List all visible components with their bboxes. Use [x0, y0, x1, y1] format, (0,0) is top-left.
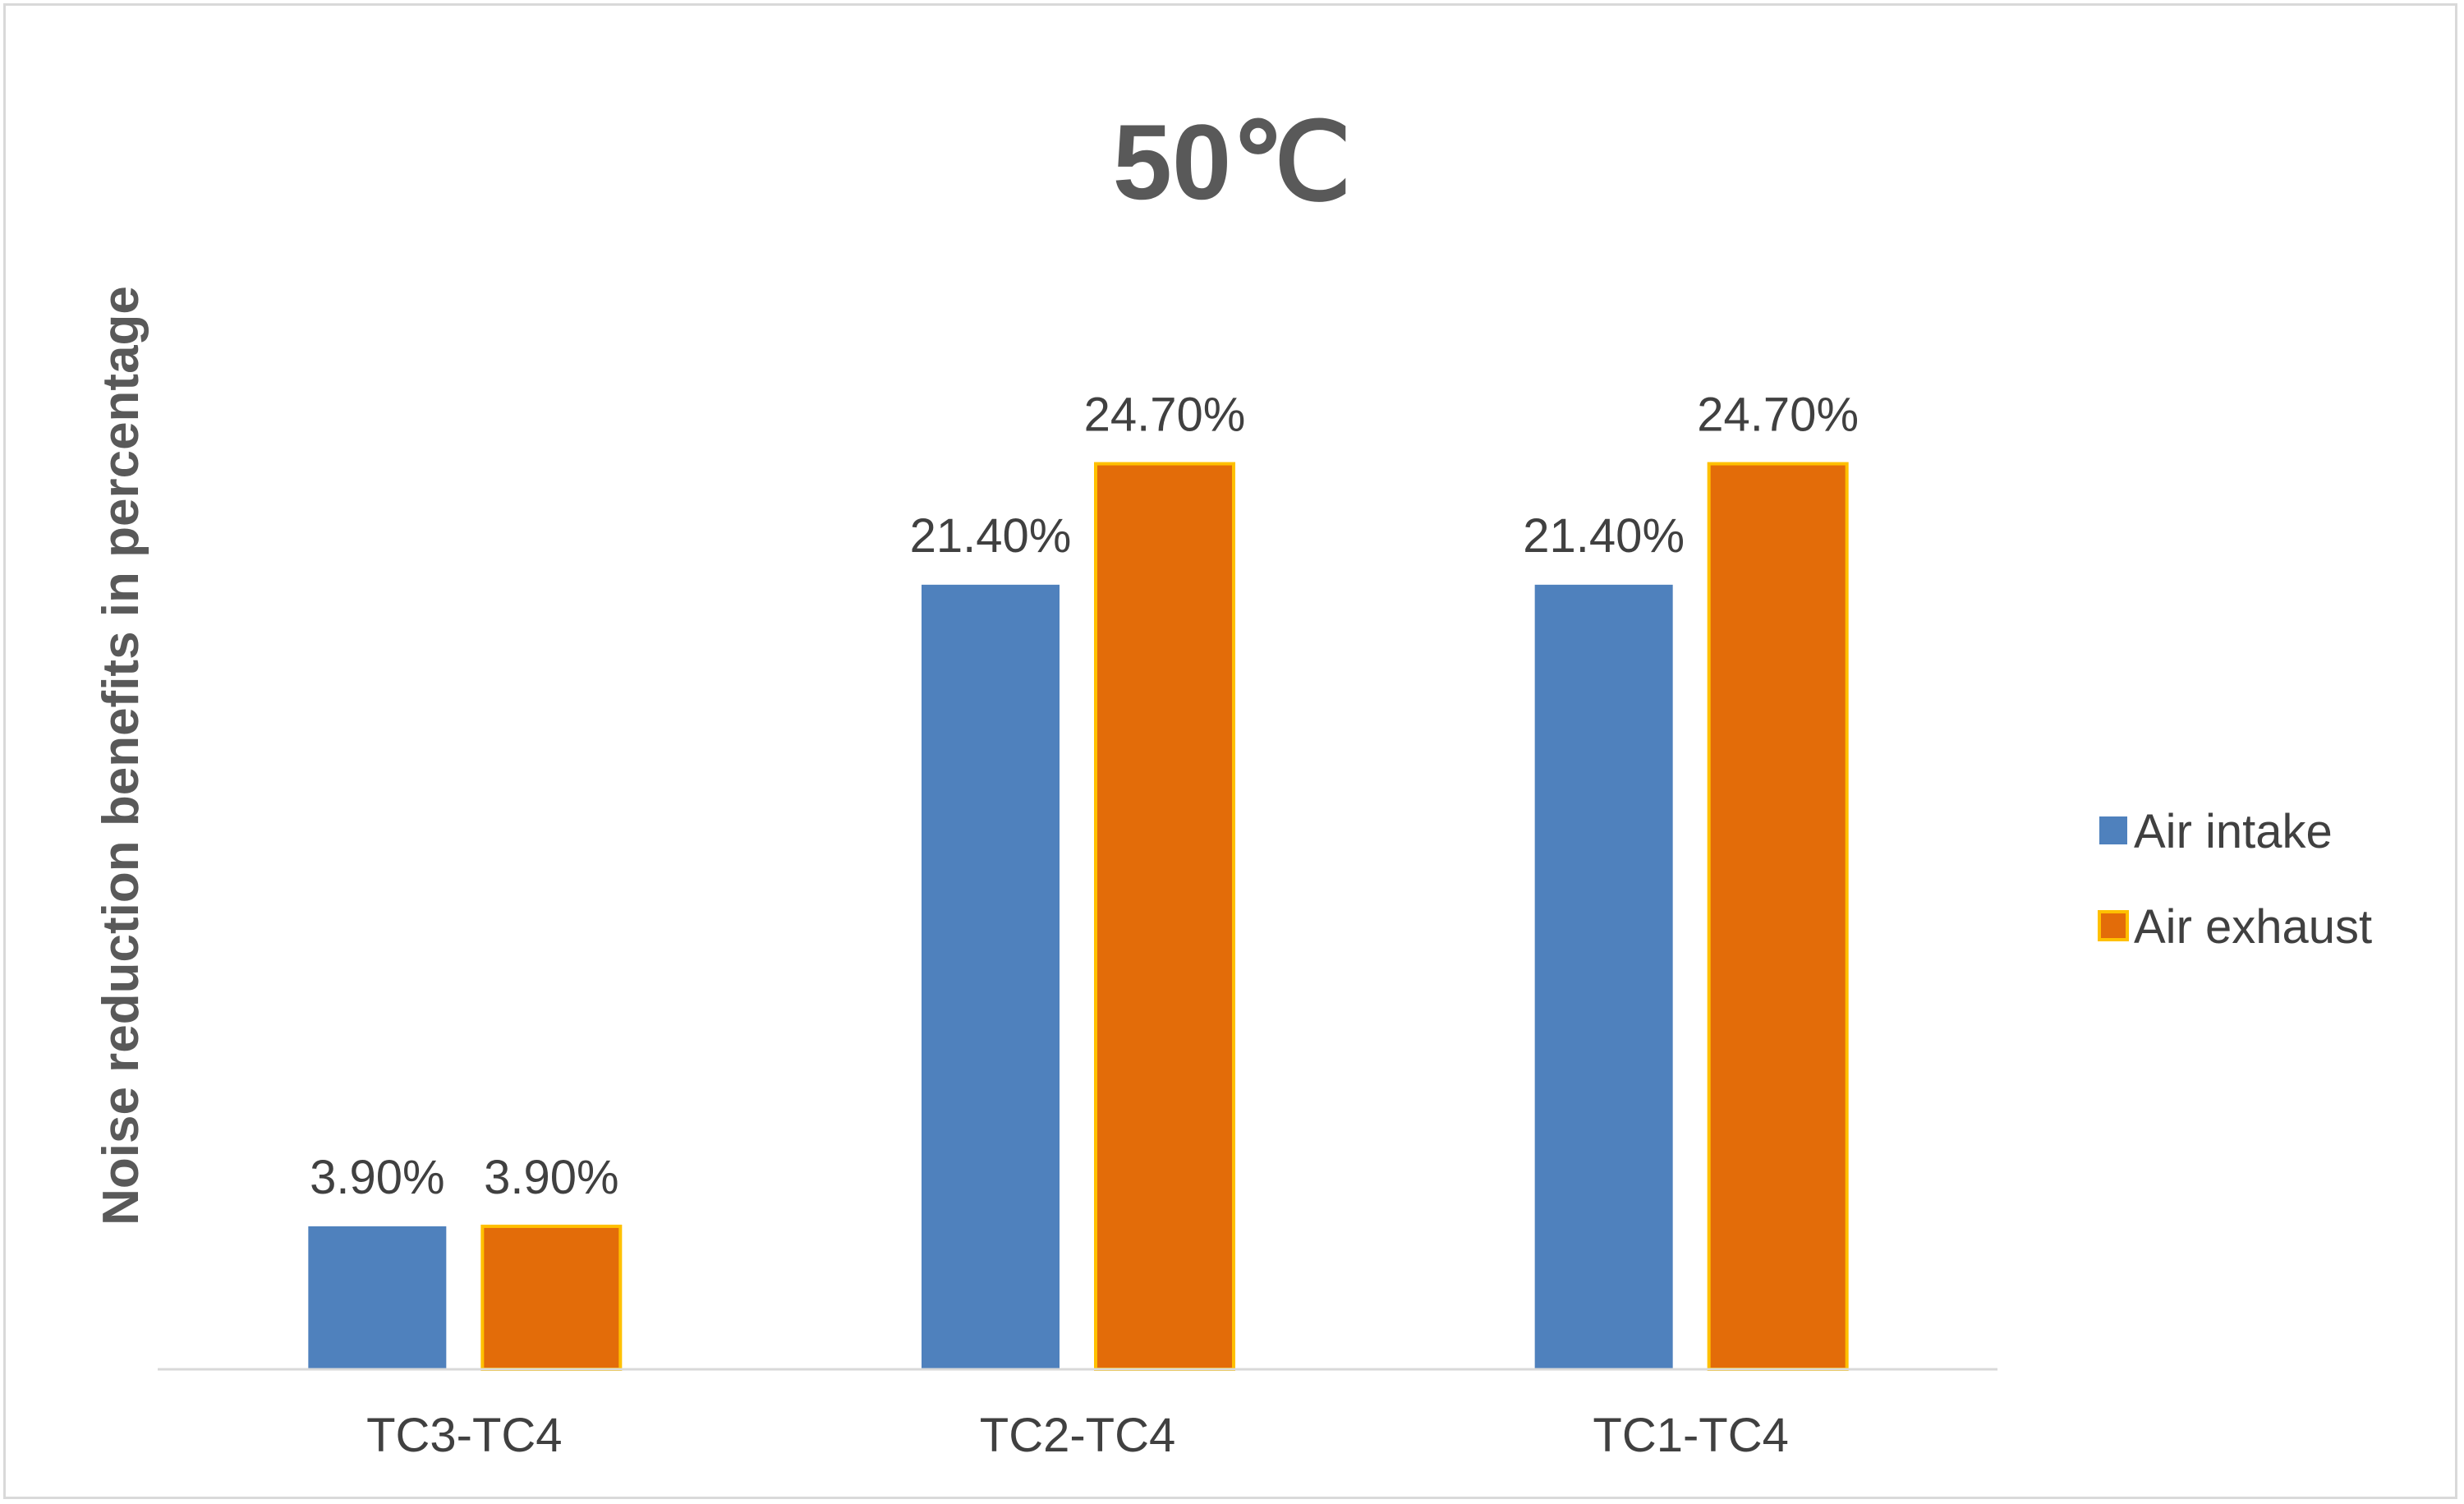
- bar-air-exhaust-tc2-tc4: [1094, 462, 1235, 1371]
- bar-air-exhaust-tc3-tc4: [480, 1224, 623, 1372]
- legend-swatch: [2098, 910, 2129, 941]
- bar-air-intake-tc1-tc4: [1534, 584, 1673, 1369]
- data-label: 21.40%: [1523, 509, 1685, 563]
- x-tick-label: TC1-TC4: [1593, 1409, 1788, 1462]
- data-label: 24.70%: [1084, 389, 1246, 442]
- x-tick-label: TC2-TC4: [980, 1409, 1175, 1462]
- data-label: 24.70%: [1697, 389, 1859, 442]
- bar-air-intake-tc3-tc4: [308, 1226, 447, 1369]
- bars: [308, 462, 1849, 1372]
- y-axis-label: Noise reduction benefits in percentage: [93, 286, 149, 1226]
- data-label: 3.90%: [484, 1151, 618, 1204]
- bar-air-exhaust-tc1-tc4: [1707, 462, 1849, 1371]
- data-label: 3.90%: [310, 1151, 444, 1204]
- bar-air-intake-tc2-tc4: [922, 584, 1060, 1369]
- legend-label: Air intake: [2134, 805, 2333, 858]
- x-ticks: TC3-TC4 TC2-TC4 TC1-TC4: [366, 1409, 1789, 1462]
- chart-title: 50℃: [1113, 102, 1352, 222]
- data-label: 21.40%: [910, 509, 1072, 563]
- x-tick-label: TC3-TC4: [366, 1409, 562, 1462]
- legend: Air intake Air exhaust: [2098, 805, 2372, 954]
- legend-swatch: [2099, 816, 2127, 844]
- data-labels: 3.90% 3.90% 21.40% 24.70% 21.40% 24.70%: [310, 389, 1859, 1204]
- legend-label: Air exhaust: [2134, 900, 2372, 954]
